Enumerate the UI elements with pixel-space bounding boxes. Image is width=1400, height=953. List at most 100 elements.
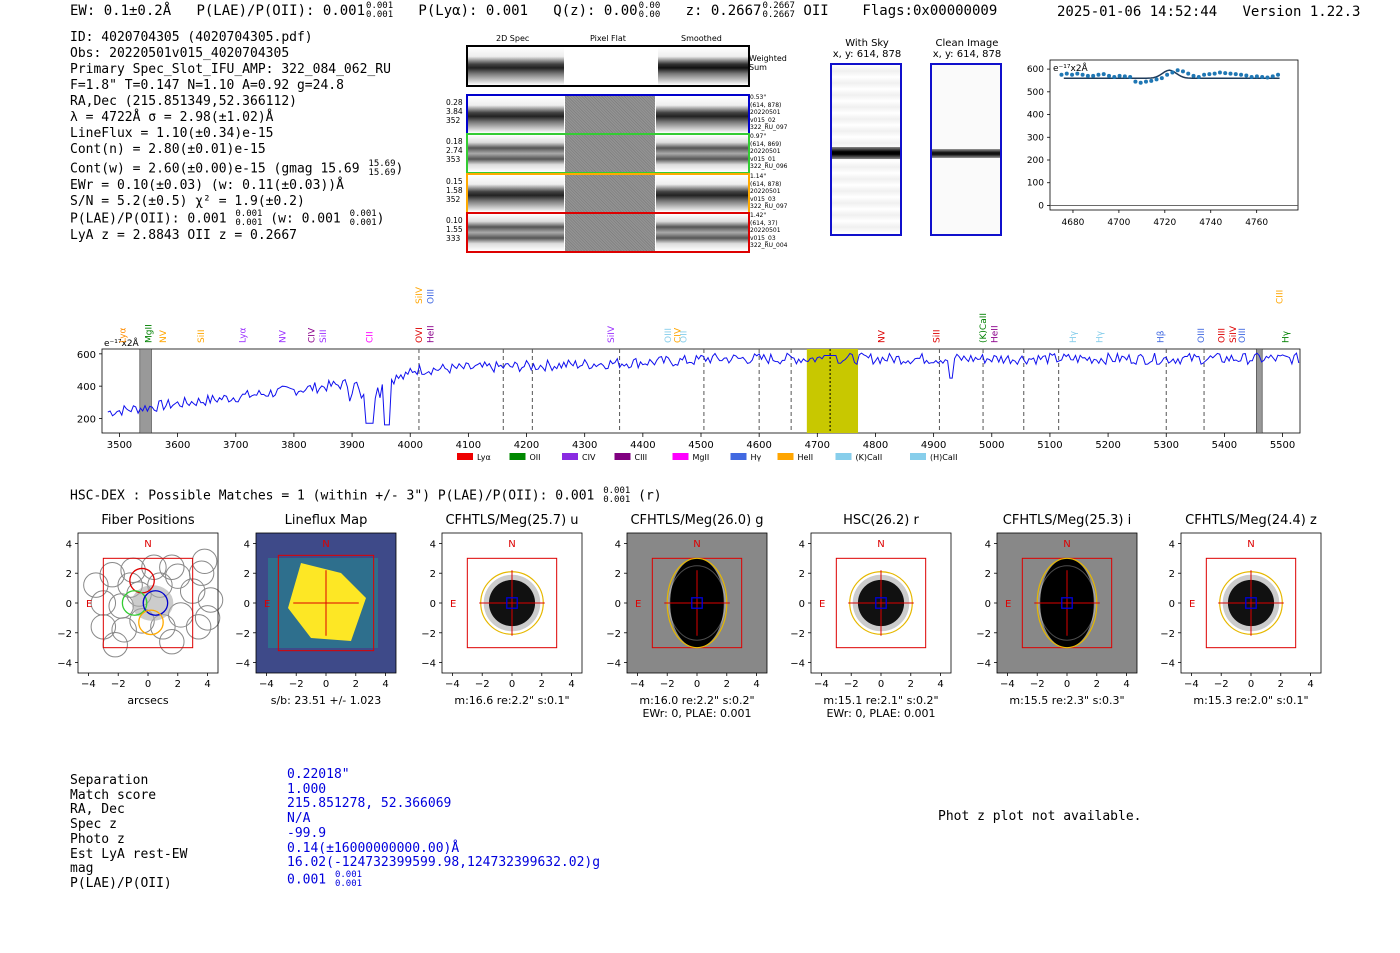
match-label: Match score (70, 787, 157, 803)
cutout-xtick-label: −2 (111, 679, 126, 690)
north-label: N (144, 539, 151, 550)
cutout-subtitle2: EWr: 0, PLAE: 0.001 (826, 707, 936, 720)
cutout-panel-4: N E 4 2 0 −2 −4 −4 −2 0 2 4 (790, 532, 952, 690)
spectrum-xtick-label: 4500 (688, 440, 713, 451)
stamp-2d-cell (468, 135, 564, 172)
header-plya: P(Lyα): 0.001 (418, 3, 528, 19)
zoom-data-point (1249, 75, 1254, 80)
cutout-xtick-label: 2 (724, 679, 730, 690)
spectrum-fit-window (806, 349, 859, 433)
info-line: Obs: 20220501v015_4020704305 (70, 46, 290, 61)
spectrum-masked-region (139, 348, 152, 434)
zoom-data-point (1165, 72, 1170, 77)
cutout-aperture-box (277, 554, 375, 652)
stamp-meta: 20220501 (750, 227, 781, 235)
cutout-ytick-label: 2 (985, 569, 991, 580)
stamp-meta: v015_02 (750, 116, 776, 124)
zoom-data-point (1070, 72, 1075, 77)
fiber-circle (83, 572, 109, 598)
cutout-ytick-label: −2 (976, 629, 991, 640)
clean-image-trace (932, 149, 1000, 158)
spectrum-line-label-text: Lyα (239, 327, 249, 343)
stamp-meta: 1.14" (750, 173, 767, 180)
stamp-2d-cell (468, 96, 564, 133)
legend-label: Hγ (751, 453, 762, 462)
info-plae: P(LAE)/P(OII): 0.001 0.001 0.001 (w: 0.00… (70, 210, 403, 228)
stamp-flat-cell (565, 175, 655, 212)
fiber-circle (185, 614, 212, 640)
spectrum-line-label: OIII (664, 328, 674, 343)
cutout-xtick-label: 0 (1064, 679, 1070, 690)
cutout-title: Fiber Positions (101, 513, 195, 528)
plae-text: P(LAE)/P(OII): 0.001 (70, 211, 227, 227)
spectrum-line-label-text: OIII (664, 328, 674, 343)
plae-w-text: (w: 0.001 (270, 211, 341, 227)
contw-hi: 15.69 (368, 159, 396, 169)
cutout-subtitle: s/b: 23.51 +/- 1.023 (270, 694, 382, 707)
spectrum-line-label-text: (K)CaII (979, 313, 989, 343)
cutout-aperture-box (102, 557, 194, 649)
cutout-ytick-label: −4 (606, 659, 621, 670)
zoom-xtick-label: 4700 (1107, 218, 1130, 228)
stamp-row-left-3: 0.10 1.55 333 (446, 216, 463, 243)
cutout-ytick-label: 4 (1169, 539, 1175, 550)
spectrum-line-label: HeII (427, 325, 437, 343)
cutout-xtick-label: 4 (568, 679, 574, 690)
stamp-stat: 352 (446, 195, 461, 204)
zoom-plot: 600 500 400 300 200 100 0 4680 4700 4720 4740 4760 e… (1027, 59, 1299, 228)
info-contw: Cont(w) = 2.60(±0.00)e-15 (gmag 15.69 15… (70, 160, 403, 178)
plae-w-end: ) (376, 211, 385, 227)
stamp-meta: 20220501 (750, 188, 781, 196)
spectrum-line-label-text: CIII (1276, 290, 1286, 304)
stamp-meta: 322_RU_097 (750, 124, 788, 132)
fiber-circle (159, 554, 185, 580)
stamp-stat: 0.10 (446, 216, 463, 225)
spectrum-line-label-text: SiIV (415, 286, 425, 304)
fiber-circle (188, 560, 215, 586)
cutout-aperture-box (466, 557, 558, 649)
cutout-ytick-label: −2 (235, 629, 250, 640)
zoom-data-point (1233, 72, 1238, 77)
header-z: z: 0.2667 (685, 3, 762, 19)
weighted-sum-label: Weighted Sum (749, 54, 787, 72)
cutout-panel-3: N E 4 2 0 −2 −4 −4 −2 0 2 4 (606, 532, 768, 690)
stamp-meta: (614, 878) (750, 101, 782, 109)
zoom-data-point (1080, 72, 1085, 77)
info-sn: S/N = 5.2(±0.5) χ² = 1.9(±0.2) (70, 194, 305, 209)
with-sky-trace (832, 147, 900, 159)
match-plae-frac: 0.001 0.001 (335, 870, 362, 889)
stamp-stat: 333 (446, 234, 461, 243)
spectrum-xtick-label: 3800 (281, 440, 306, 451)
zoom-data-point (1202, 72, 1207, 77)
with-sky-image (830, 63, 902, 236)
contw-lo: 15.69 (368, 168, 396, 178)
zoom-data-point (1254, 74, 1259, 79)
spectrum-line-label: Lyα (118, 327, 128, 343)
cutout-ytick-label: 0 (244, 599, 250, 610)
zoom-data-point (1212, 71, 1217, 76)
spectrum-line-label-text: SiII (319, 329, 329, 343)
legend-label: CIV (582, 453, 596, 462)
stamp-meta: 20220501 (750, 109, 781, 117)
spectrum-xtick-label: 5100 (1037, 440, 1062, 451)
stamp-flat-cell (565, 214, 655, 251)
cutout-xtick-label: 4 (753, 679, 759, 690)
cutout-xtick-label: −4 (259, 679, 274, 690)
cutout-xtick-label: 0 (694, 679, 700, 690)
stamp-col-header-2d: 2D Spec (496, 34, 530, 43)
spectrum-line-label-text: MgII (145, 324, 155, 343)
cutout-ytick-label: 0 (1169, 599, 1175, 610)
stamp-col-header-smooth: Smoothed (681, 34, 722, 43)
cutout-ytick-label: 2 (244, 569, 250, 580)
header-plae-frac: 0.001 0.001 (366, 2, 393, 20)
cutout-xtick-label: 2 (1094, 679, 1100, 690)
cutout-center-marker (691, 597, 703, 609)
cutout-xtick-label: 0 (323, 679, 329, 690)
zoom-data-point (1175, 68, 1180, 73)
spectrum-xtick-label: 5000 (979, 440, 1004, 451)
spectrum-line-label-text: Hγ (1095, 330, 1105, 343)
match-label: Spec z (70, 817, 117, 833)
info-lyaz: LyA z = 2.8843 OII z = 0.2667 (70, 228, 297, 243)
contw-text: Cont(w) = 2.60(±0.00)e-15 (gmag 15.69 (70, 161, 360, 177)
fiber-circle (111, 617, 137, 643)
